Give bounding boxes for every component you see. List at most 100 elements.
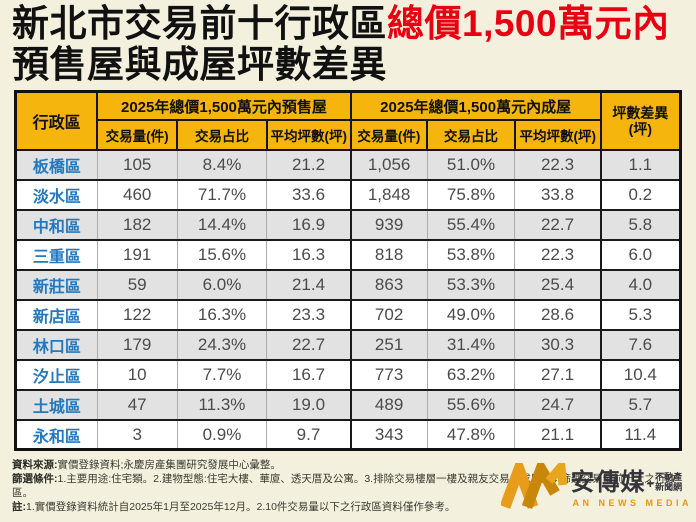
value-cell: 71.7% — [176, 178, 267, 210]
value-cell: 7.6 — [599, 328, 681, 360]
value-cell: 5.7 — [599, 388, 681, 420]
value-cell: 59 — [96, 268, 178, 300]
logo-subtitle: AN NEWS MEDIA — [572, 498, 692, 508]
an-media-logo: 安傳媒 + 不動產 新聞網 AN NEWS MEDIA — [499, 453, 693, 516]
logo-wordmark: 安傳媒 + 不動產 新聞網 — [571, 471, 683, 495]
value-cell: 24.3% — [176, 328, 267, 360]
value-cell: 21.2 — [266, 148, 351, 180]
header-group-presale: 2025年總價1,500萬元內預售屋 — [96, 90, 352, 121]
value-cell: 22.3 — [514, 238, 601, 270]
value-cell: 31.4% — [426, 328, 515, 360]
table-row: 土城區 47 11.3% 19.0 489 55.6% 24.7 5.7 — [15, 388, 681, 420]
value-cell: 21.4 — [266, 268, 351, 300]
an-media-logo-icon — [499, 453, 567, 516]
value-cell: 11.4 — [599, 418, 681, 450]
table-body: 板橋區 105 8.4% 21.2 1,056 51.0% 22.3 1.1 淡水區 460 71.… — [15, 148, 681, 450]
value-cell: 53.3% — [426, 268, 515, 300]
value-cell: 0.9% — [176, 418, 267, 450]
value-cell: 0.2 — [599, 178, 681, 210]
value-cell: 1,056 — [349, 148, 428, 180]
title-line1-black: 新北市交易前十行政區 — [12, 3, 387, 44]
value-cell: 702 — [349, 298, 428, 330]
header-diff: 坪數差異 (坪) — [599, 90, 682, 151]
value-cell: 23.3 — [266, 298, 351, 330]
value-cell: 33.8 — [514, 178, 601, 210]
header-diff-line2: (坪) — [628, 121, 652, 138]
value-cell: 51.0% — [426, 148, 515, 180]
header-existing-share: 交易占比 — [426, 118, 516, 151]
value-cell: 7.7% — [176, 358, 267, 390]
value-cell: 3 — [96, 418, 178, 450]
disclaimer-note: 註:1.實價登錄資料統計自2025年1月至2025年12月。2.10件交易量以下… — [12, 501, 690, 515]
district-cell: 林口區 — [15, 328, 98, 360]
value-cell: 4.0 — [599, 268, 681, 300]
value-cell: 1,848 — [349, 178, 428, 210]
value-cell: 30.3 — [514, 328, 601, 360]
value-cell: 22.7 — [514, 208, 601, 240]
district-cell: 新莊區 — [15, 268, 98, 300]
value-cell: 5.8 — [599, 208, 681, 240]
value-cell: 75.8% — [426, 178, 515, 210]
table-row: 林口區 179 24.3% 22.7 251 31.4% 30.3 7.6 — [15, 328, 681, 360]
district-cell: 汐止區 — [15, 358, 98, 390]
district-cell: 永和區 — [15, 418, 98, 450]
logo-name: 安傳媒 — [570, 469, 646, 496]
value-cell: 55.4% — [426, 208, 515, 240]
filter-label: 篩選條件: — [12, 473, 58, 486]
district-cell: 中和區 — [15, 208, 98, 240]
value-cell: 9.7 — [266, 418, 351, 450]
value-cell: 5.3 — [599, 298, 681, 330]
value-cell: 28.6 — [514, 298, 601, 330]
table-row: 永和區 3 0.9% 9.7 343 47.8% 21.1 11.4 — [15, 418, 681, 450]
header-existing-avg-size: 平均坪數(坪) — [513, 118, 602, 151]
table-row: 中和區 182 14.4% 16.9 939 55.4% 22.7 5.8 — [15, 208, 681, 240]
header-diff-line1: 坪數差異 — [612, 105, 669, 122]
value-cell: 10.4 — [599, 358, 681, 390]
district-cell: 淡水區 — [15, 178, 98, 210]
disclaimer-text: 1.實價登錄資料統計自2025年1月至2025年12月。2.10件交易量以下之行… — [26, 500, 456, 513]
header-row-sub: 交易量(件) 交易占比 平均坪數(坪) 交易量(件) 交易占比 平均坪數(坪) — [16, 118, 681, 151]
table-row: 新莊區 59 6.0% 21.4 863 53.3% 25.4 4.0 — [15, 268, 681, 300]
page-title: 新北市交易前十行政區總價1,500萬元內 預售屋與成屋坪數差異 — [0, 0, 696, 87]
source-note: 資料來源:實價登錄資料;永慶房產集團研究發展中心彙整。 — [12, 459, 690, 473]
value-cell: 16.9 — [266, 208, 351, 240]
value-cell: 818 — [349, 238, 428, 270]
value-cell: 24.7 — [514, 388, 601, 420]
table-row: 淡水區 460 71.7% 33.6 1,848 75.8% 33.8 0.2 — [15, 178, 681, 210]
value-cell: 343 — [349, 418, 428, 450]
value-cell: 14.4% — [176, 208, 267, 240]
value-cell: 15.6% — [176, 238, 267, 270]
value-cell: 47.8% — [426, 418, 515, 450]
logo-suffix: 不動產 新聞網 — [655, 472, 683, 493]
district-cell: 板橋區 — [15, 148, 98, 180]
source-label: 資料來源: — [12, 459, 58, 472]
value-cell: 182 — [96, 208, 178, 240]
table-header: 行政區 2025年總價1,500萬元內預售屋 2025年總價1,500萬元內成屋… — [14, 90, 682, 151]
disclaimer-label: 註: — [12, 500, 26, 513]
value-cell: 63.2% — [426, 358, 515, 390]
value-cell: 21.1 — [514, 418, 601, 450]
value-cell: 460 — [96, 178, 178, 210]
value-cell: 19.0 — [266, 388, 351, 420]
value-cell: 16.3% — [176, 298, 267, 330]
logo-suffix-line1: 不動產 — [655, 472, 683, 483]
value-cell: 489 — [349, 388, 428, 420]
title-line1-red: 總價1,500萬元內 — [387, 3, 670, 44]
value-cell: 55.6% — [426, 388, 515, 420]
header-row-groups: 行政區 2025年總價1,500萬元內預售屋 2025年總價1,500萬元內成屋… — [14, 90, 682, 151]
header-group-existing: 2025年總價1,500萬元內成屋 — [349, 90, 602, 121]
title-line-1: 新北市交易前十行政區總價1,500萬元內 — [12, 3, 696, 45]
table-row: 板橋區 105 8.4% 21.2 1,056 51.0% 22.3 1.1 — [15, 148, 681, 180]
value-cell: 773 — [349, 358, 428, 390]
logo-suffix-line2: 新聞網 — [655, 482, 683, 492]
header-presale-volume: 交易量(件) — [96, 118, 179, 151]
value-cell: 179 — [96, 328, 178, 360]
value-cell: 863 — [349, 268, 428, 300]
value-cell: 939 — [349, 208, 428, 240]
value-cell: 11.3% — [176, 388, 267, 420]
value-cell: 53.8% — [426, 238, 515, 270]
district-cell: 新店區 — [15, 298, 98, 330]
value-cell: 16.7 — [266, 358, 351, 390]
district-cell: 三重區 — [15, 238, 98, 270]
